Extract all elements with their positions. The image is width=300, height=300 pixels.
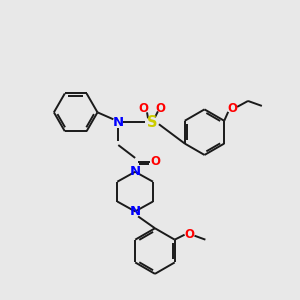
- Text: S: S: [147, 115, 157, 130]
- Text: O: O: [138, 102, 148, 115]
- Text: O: O: [150, 155, 160, 168]
- Text: O: O: [227, 102, 237, 116]
- Text: N: N: [130, 165, 141, 178]
- Text: O: O: [155, 102, 165, 115]
- Text: N: N: [130, 205, 141, 218]
- Text: N: N: [113, 116, 124, 129]
- Text: O: O: [184, 228, 194, 241]
